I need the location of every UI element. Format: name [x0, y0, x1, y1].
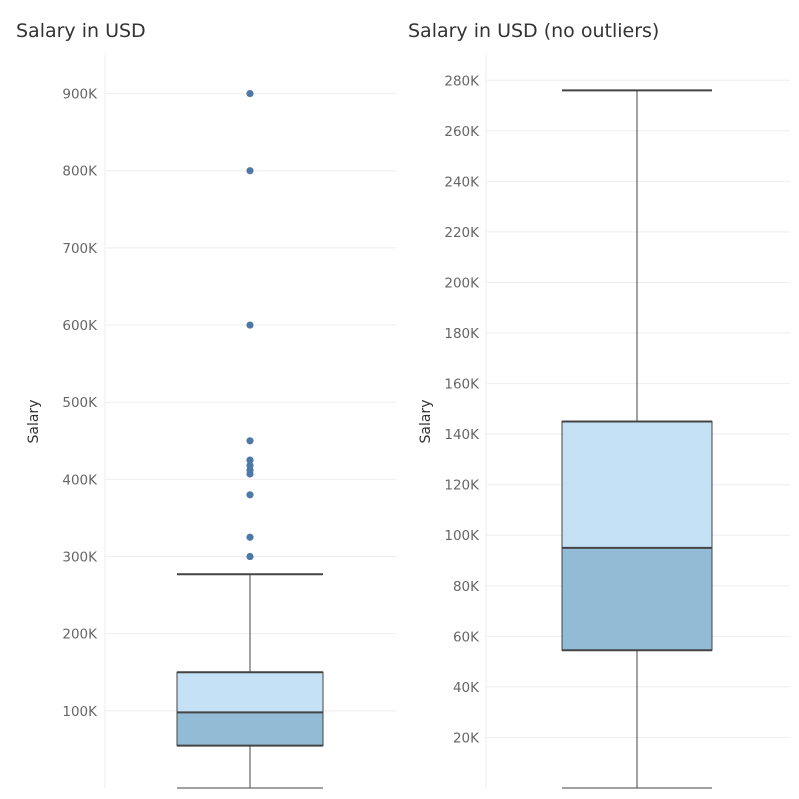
y-axis-title: Salary — [26, 400, 42, 444]
chart-panel-with-outliers: Salary in USD 100K 200K 300K 400K 500K 600K 70… — [16, 20, 396, 789]
outlier-point — [246, 456, 254, 464]
y-tick-label: 20K — [453, 730, 480, 746]
y-tick-label: 300K — [62, 550, 98, 566]
box-lower-half — [176, 711, 324, 747]
boxplot-with-outliers: 100K 200K 300K 400K 500K 600K 700K 800K 900K Sala… — [26, 55, 396, 789]
outlier-point — [246, 437, 254, 445]
outlier-point — [246, 167, 254, 175]
box-lower-half — [561, 547, 713, 651]
y-tick-label: 100K — [62, 704, 98, 720]
chart-title: Salary in USD (no outliers) — [408, 20, 660, 42]
outlier-point — [246, 533, 254, 541]
y-tick-label: 180K — [444, 326, 480, 342]
y-axis-title: Salary — [418, 400, 434, 444]
y-tick-label: 280K — [444, 73, 480, 89]
outlier-point — [246, 491, 254, 499]
outlier-point — [246, 461, 254, 470]
y-tick-label: 200K — [62, 627, 98, 643]
boxplot-no-outliers: 20K 40K 60K 80K 100K 120K 140K 160K 180K 200K 220K… — [418, 55, 790, 789]
y-tick-label: 40K — [453, 680, 480, 696]
y-tick-label: 220K — [444, 225, 480, 241]
box-upper-half — [176, 671, 324, 713]
y-tick-label: 200K — [444, 275, 480, 291]
outlier-point — [246, 321, 254, 329]
y-tick-label: 800K — [62, 164, 98, 180]
y-tick-label: 700K — [62, 241, 98, 257]
y-tick-label: 100K — [444, 528, 480, 544]
y-tick-label: 900K — [62, 87, 98, 103]
y-tick-label: 140K — [444, 427, 480, 443]
y-tick-label: 120K — [444, 478, 480, 494]
chart-panel-no-outliers: Salary in USD (no outliers) 20K 40K 60K 80K… — [400, 0, 799, 799]
y-tick-label: 500K — [62, 395, 98, 411]
y-tick-label: 400K — [62, 472, 98, 488]
outlier-point — [246, 552, 254, 561]
y-tick-label: 260K — [444, 124, 480, 140]
y-tick-label: 60K — [453, 629, 480, 645]
box-upper-half — [561, 421, 713, 549]
y-tick-label: 240K — [444, 174, 480, 190]
y-tick-label: 160K — [444, 377, 480, 393]
y-tick-label: 80K — [453, 579, 480, 595]
y-tick-label: 600K — [62, 318, 98, 334]
outlier-point — [246, 89, 254, 98]
chart-title: Salary in USD — [16, 20, 146, 42]
